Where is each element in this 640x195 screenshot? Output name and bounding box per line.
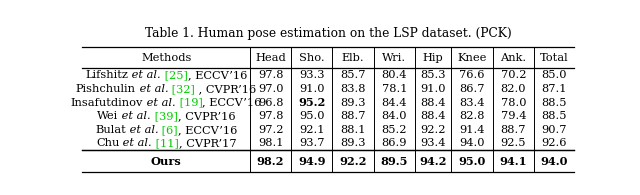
- Text: Head: Head: [255, 53, 286, 63]
- Text: et al.: et al.: [128, 70, 161, 80]
- Text: et al.: et al.: [119, 138, 152, 148]
- Text: 94.0: 94.0: [540, 156, 568, 167]
- Text: 83.4: 83.4: [460, 98, 484, 107]
- Text: et al.: et al.: [136, 84, 168, 94]
- Text: , CVPR’16: , CVPR’16: [178, 111, 236, 121]
- Text: 96.8: 96.8: [258, 98, 284, 107]
- Text: Hip: Hip: [423, 53, 444, 63]
- Text: Sho.: Sho.: [299, 53, 324, 63]
- Text: Wri.: Wri.: [382, 53, 406, 63]
- Text: 88.1: 88.1: [340, 125, 366, 135]
- Text: 91.0: 91.0: [420, 84, 446, 94]
- Text: 88.4: 88.4: [420, 98, 446, 107]
- Text: 90.7: 90.7: [541, 125, 566, 135]
- Text: 78.1: 78.1: [381, 84, 407, 94]
- Text: 87.1: 87.1: [541, 84, 566, 94]
- Text: [32]: [32]: [168, 84, 195, 94]
- Text: 97.8: 97.8: [258, 70, 284, 80]
- Text: 91.4: 91.4: [460, 125, 484, 135]
- Text: 88.7: 88.7: [340, 111, 366, 121]
- Text: 94.2: 94.2: [419, 156, 447, 167]
- Text: 86.9: 86.9: [381, 138, 407, 148]
- Text: 92.5: 92.5: [500, 138, 526, 148]
- Text: 70.2: 70.2: [500, 70, 526, 80]
- Text: Elb.: Elb.: [342, 53, 364, 63]
- Text: 80.4: 80.4: [381, 70, 407, 80]
- Text: 89.5: 89.5: [381, 156, 408, 167]
- Text: Table 1. Human pose estimation on the LSP dataset. (PCK): Table 1. Human pose estimation on the LS…: [145, 27, 511, 40]
- Text: 89.3: 89.3: [340, 138, 366, 148]
- Text: 86.7: 86.7: [460, 84, 484, 94]
- Text: [6]: [6]: [158, 125, 178, 135]
- Text: 97.2: 97.2: [258, 125, 284, 135]
- Text: 91.0: 91.0: [299, 84, 324, 94]
- Text: , ECCV’16: , ECCV’16: [202, 98, 262, 107]
- Text: 94.9: 94.9: [298, 156, 326, 167]
- Text: Total: Total: [540, 53, 568, 63]
- Text: , CVPR’16: , CVPR’16: [195, 84, 257, 94]
- Text: Ours: Ours: [151, 156, 182, 167]
- Text: 76.6: 76.6: [460, 70, 484, 80]
- Text: 82.8: 82.8: [460, 111, 484, 121]
- Text: , CVPR’17: , CVPR’17: [179, 138, 236, 148]
- Text: 97.0: 97.0: [258, 84, 284, 94]
- Text: 92.2: 92.2: [420, 125, 446, 135]
- Text: 95.2: 95.2: [298, 97, 326, 108]
- Text: Wei: Wei: [97, 111, 118, 121]
- Text: 97.8: 97.8: [258, 111, 284, 121]
- Text: [11]: [11]: [152, 138, 179, 148]
- Text: Ank.: Ank.: [500, 53, 526, 63]
- Text: et al.: et al.: [143, 98, 175, 107]
- Text: 94.0: 94.0: [460, 138, 484, 148]
- Text: 88.7: 88.7: [500, 125, 526, 135]
- Text: Insafutdinov: Insafutdinov: [70, 98, 143, 107]
- Text: 79.4: 79.4: [500, 111, 526, 121]
- Text: 85.7: 85.7: [340, 70, 366, 80]
- Text: 84.4: 84.4: [381, 98, 407, 107]
- Text: 85.3: 85.3: [420, 70, 446, 80]
- Text: 92.2: 92.2: [339, 156, 367, 167]
- Text: Methods: Methods: [141, 53, 191, 63]
- Text: Lifshitz: Lifshitz: [85, 70, 128, 80]
- Text: , ECCV’16: , ECCV’16: [178, 125, 237, 135]
- Text: et al.: et al.: [125, 125, 158, 135]
- Text: 92.6: 92.6: [541, 138, 566, 148]
- Text: 95.0: 95.0: [299, 111, 324, 121]
- Text: 78.0: 78.0: [500, 98, 526, 107]
- Text: 88.5: 88.5: [541, 98, 566, 107]
- Text: Pishchulin: Pishchulin: [76, 84, 136, 94]
- Text: 94.1: 94.1: [499, 156, 527, 167]
- Text: [19]: [19]: [175, 98, 202, 107]
- Text: 88.4: 88.4: [420, 111, 446, 121]
- Text: 83.8: 83.8: [340, 84, 366, 94]
- Text: 98.1: 98.1: [258, 138, 284, 148]
- Text: 85.0: 85.0: [541, 70, 566, 80]
- Text: et al.: et al.: [118, 111, 151, 121]
- Text: [39]: [39]: [151, 111, 178, 121]
- Text: 93.4: 93.4: [420, 138, 446, 148]
- Text: Knee: Knee: [457, 53, 486, 63]
- Text: [25]: [25]: [161, 70, 188, 80]
- Text: 84.0: 84.0: [381, 111, 407, 121]
- Text: 89.3: 89.3: [340, 98, 366, 107]
- Text: 93.7: 93.7: [299, 138, 324, 148]
- Text: 88.5: 88.5: [541, 111, 566, 121]
- Text: 93.3: 93.3: [299, 70, 324, 80]
- Text: 82.0: 82.0: [500, 84, 526, 94]
- Text: , ECCV’16: , ECCV’16: [188, 70, 247, 80]
- Text: Bulat: Bulat: [95, 125, 125, 135]
- Text: 85.2: 85.2: [381, 125, 407, 135]
- Text: Chu: Chu: [96, 138, 119, 148]
- Text: 95.0: 95.0: [458, 156, 486, 167]
- Text: 92.1: 92.1: [299, 125, 324, 135]
- Text: 98.2: 98.2: [257, 156, 284, 167]
